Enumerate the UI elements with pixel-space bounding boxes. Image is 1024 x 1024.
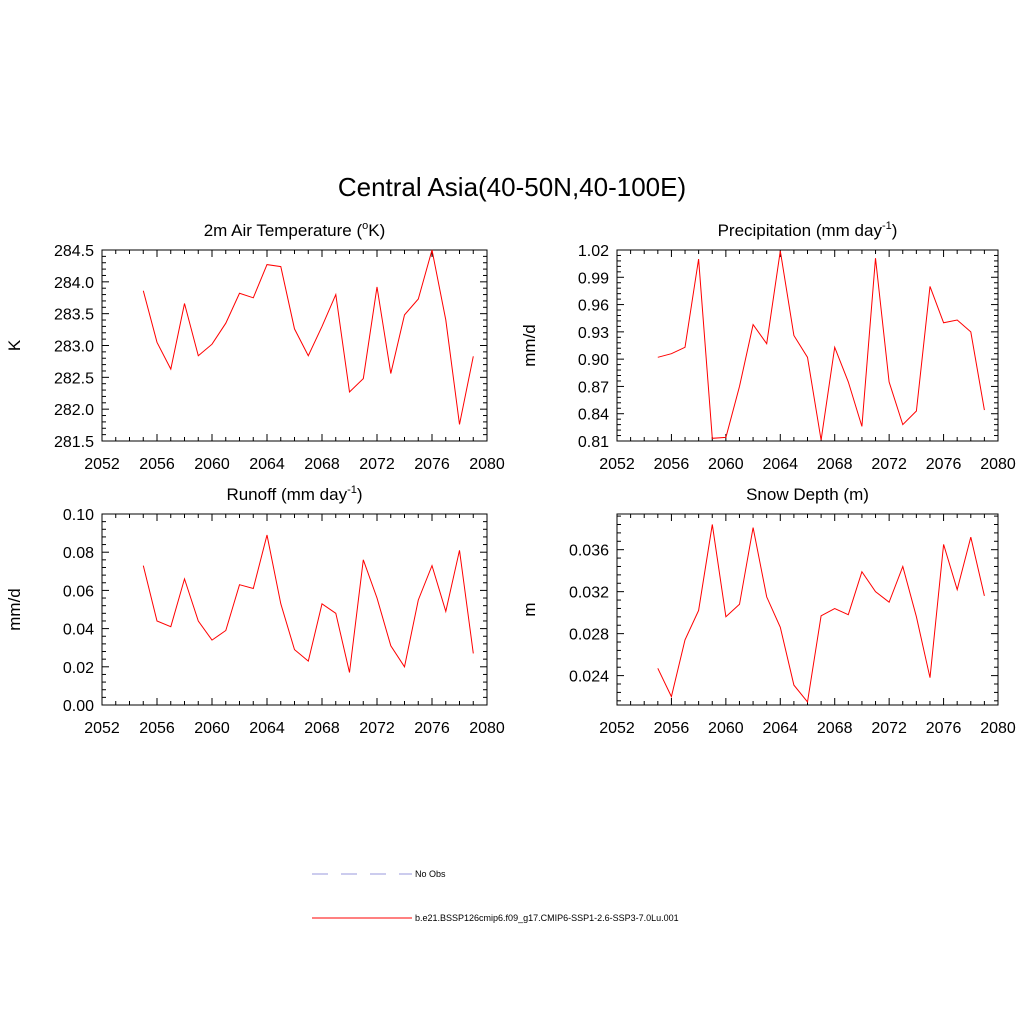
x-tick-label: 2068	[304, 456, 340, 473]
x-tick-label: 2068	[304, 720, 340, 737]
x-tick-label: 2056	[654, 456, 690, 473]
y-tick-label: 0.024	[569, 669, 609, 686]
x-tick-label: 2072	[871, 456, 907, 473]
panel-title: 2m Air Temperature (oK)	[204, 220, 386, 240]
x-tick-label: 2076	[926, 720, 962, 737]
panel-title-part: )	[892, 221, 898, 240]
y-tick-label: 0.84	[578, 407, 609, 424]
y-tick-label: 1.02	[578, 243, 609, 260]
y-tick-label: 0.93	[578, 325, 609, 342]
x-tick-label: 2060	[194, 456, 230, 473]
series-line	[657, 524, 985, 704]
legend: No Obs b.e21.BSSP126cmip6.f09_g17.CMIP6-S…	[312, 869, 679, 923]
figure-title: Central Asia(40-50N,40-100E)	[338, 172, 686, 202]
x-tick-label: 2080	[469, 456, 505, 473]
x-tick-label: 2072	[359, 720, 395, 737]
x-tick-label: 2076	[414, 456, 450, 473]
y-tick-label: 0.036	[569, 543, 609, 560]
x-tick-label: 2056	[654, 720, 690, 737]
panel-1: 2m Air Temperature (oK) K 2052 2056 2060 2064…	[5, 220, 505, 473]
panel-title-part: K)	[368, 221, 385, 240]
y-axis-label: mm/d	[520, 324, 539, 367]
y-tick-label: 0.04	[63, 622, 94, 639]
y-axis-label: K	[5, 339, 24, 351]
y-tick-label: 0.90	[578, 352, 609, 369]
series-line	[657, 250, 985, 441]
x-tick-label: 2076	[414, 720, 450, 737]
y-tick-label: 283.0	[54, 339, 94, 356]
y-tick-label: 284.5	[54, 243, 94, 260]
panel-title-part: )	[357, 485, 363, 504]
plot-frame	[616, 249, 999, 442]
legend-label: b.e21.BSSP126cmip6.f09_g17.CMIP6-SSP1-2.…	[415, 913, 679, 923]
x-tick-label: 2064	[762, 720, 798, 737]
panel-title-part: Precipitation (mm day	[718, 221, 883, 240]
y-axis-label: m	[520, 602, 539, 616]
x-tick-label: 2064	[762, 456, 798, 473]
x-tick-label: 2080	[980, 456, 1016, 473]
x-tick-label: 2052	[599, 456, 635, 473]
x-tick-label: 2056	[139, 720, 175, 737]
panel-title: Precipitation (mm day-1)	[718, 220, 898, 240]
x-tick-label: 2052	[599, 720, 635, 737]
x-tick-label: 2060	[708, 456, 744, 473]
y-tick-label: 0.02	[63, 660, 94, 677]
y-tick-label: 0.06	[63, 583, 94, 600]
panel-3: Runoff (mm day-1) mm/d 2052 2056 2060 2064 206…	[5, 484, 505, 737]
x-tick-label: 2052	[84, 720, 120, 737]
x-tick-label: 2072	[359, 456, 395, 473]
y-tick-label: 282.0	[54, 402, 94, 419]
y-tick-label: 0.96	[578, 298, 609, 315]
y-tick-label: 0.99	[578, 270, 609, 287]
panel-title-part: -1	[882, 220, 892, 232]
plot-frame	[101, 249, 488, 442]
x-tick-label: 2052	[84, 456, 120, 473]
y-tick-label: 282.5	[54, 370, 94, 387]
y-tick-label: 0.08	[63, 545, 94, 562]
y-tick-label: 0.032	[569, 585, 609, 602]
series-line	[142, 534, 474, 673]
y-axis-label: mm/d	[5, 588, 24, 631]
panel-title: Snow Depth (m)	[746, 485, 869, 504]
y-tick-label: 283.5	[54, 307, 94, 324]
x-tick-label: 2072	[871, 720, 907, 737]
series-line	[142, 249, 474, 425]
panel-title-part: -1	[347, 484, 357, 496]
plot-frame	[616, 513, 999, 706]
y-tick-label: 0.10	[63, 507, 94, 524]
x-tick-label: 2076	[926, 456, 962, 473]
x-tick-label: 2080	[469, 720, 505, 737]
panel-4: Snow Depth (m) m 2052 2056 2060 2064 2068 2072 2…	[520, 485, 1016, 737]
y-tick-label: 284.0	[54, 275, 94, 292]
x-tick-label: 2060	[194, 720, 230, 737]
panel-title: Runoff (mm day-1)	[226, 484, 362, 504]
panel-title-part: Runoff (mm day	[226, 485, 347, 504]
panel-title-part: Snow Depth (m)	[746, 485, 869, 504]
x-tick-label: 2064	[249, 456, 285, 473]
panel-title-part: o	[362, 220, 368, 232]
y-tick-label: 0.87	[578, 379, 609, 396]
x-tick-label: 2068	[817, 720, 853, 737]
y-tick-label: 281.5	[54, 434, 94, 451]
y-tick-label: 0.81	[578, 434, 609, 451]
x-tick-label: 2080	[980, 720, 1016, 737]
panel-title-part: 2m Air Temperature (	[204, 221, 363, 240]
x-tick-label: 2064	[249, 720, 285, 737]
plot-frame	[101, 513, 488, 706]
x-tick-label: 2056	[139, 456, 175, 473]
y-tick-label: 0.00	[63, 698, 94, 715]
x-tick-label: 2068	[817, 456, 853, 473]
y-tick-label: 0.028	[569, 627, 609, 644]
x-tick-label: 2060	[708, 720, 744, 737]
panels: 2m Air Temperature (oK) K 2052 2056 2060 2064…	[5, 220, 1016, 737]
panel-2: Precipitation (mm day-1) mm/d 2052 2056 2060…	[520, 220, 1016, 473]
legend-label: No Obs	[415, 869, 446, 879]
